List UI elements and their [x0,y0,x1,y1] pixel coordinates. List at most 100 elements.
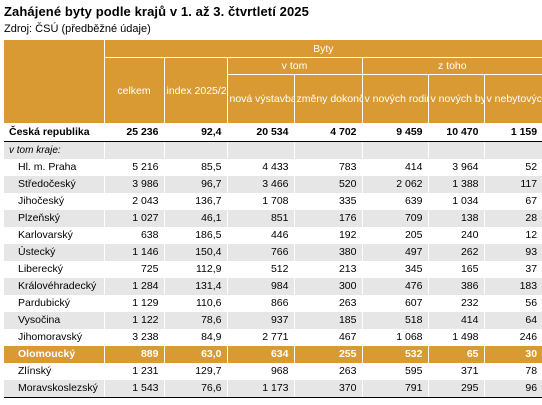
cell-value: 2 062 [361,176,428,193]
cell-value: 791 [361,380,428,398]
subheader-empty-cell [361,141,428,159]
cell-value: 76,6 [163,380,227,398]
cell-value: 78,6 [163,312,227,329]
cell-value: 4 433 [226,159,294,176]
header-nova-vystavba: nová výstavba [227,74,295,124]
cell-value: 2 771 [226,329,294,346]
cell-value: 63,0 [163,346,227,363]
cell-value: 1 034 [427,193,484,210]
header-zmeny: změny dokončených staveb [294,74,363,124]
row-label: Karlovarský [4,227,104,244]
cell-value: 476 [361,278,428,295]
subheader-label: v tom kraje: [4,141,104,159]
cell-value: 1 027 [103,210,164,227]
cell-value: 607 [361,295,428,312]
cell-value: 246 [483,329,542,346]
cell-value: 851 [226,210,294,227]
cell-value: 112,9 [163,261,227,278]
cell-value: 1 122 [103,312,164,329]
cell-value: 67 [483,193,542,210]
cell-value: 9 459 [361,123,428,142]
cell-value: 5 216 [103,159,164,176]
cell-value: 12 [483,227,542,244]
cell-value: 138 [427,210,484,227]
header-v-novych-bytovych: v nových bytových domech [428,74,485,124]
header-v-nebytovych: v nebytových budovách [484,74,542,124]
cell-value: 497 [361,244,428,261]
table-row: Olomoucký 889 63,0 634 255 532 65 30 [4,346,542,363]
cell-value: 937 [226,312,294,329]
cell-value: 1 173 [226,380,294,398]
cell-value: 520 [293,176,362,193]
cell-value: 638 [103,227,164,244]
cell-value: 176 [293,210,362,227]
cell-value: 192 [293,227,362,244]
cell-value: 512 [226,261,294,278]
row-label: Liberecký [4,261,104,278]
cell-value: 1 388 [427,176,484,193]
row-label: Zlínský [4,363,104,380]
subheader-empty-cell [163,141,227,159]
cell-value: 1 231 [103,363,164,380]
cell-value: 1 543 [103,380,164,398]
cell-value: 295 [427,380,484,398]
cell-value: 3 986 [103,176,164,193]
cell-value: 889 [103,346,164,363]
row-label: Česká republika [4,123,104,142]
cell-value: 20 534 [226,123,294,142]
row-label: Olomoucký [4,346,104,363]
row-label: Ústecký [4,244,104,261]
table-row: Středočeský 3 986 96,7 3 466 520 2 062 1 388 11… [4,176,542,193]
cell-value: 4 702 [293,123,362,142]
cell-value: 64 [483,312,542,329]
cell-value: 213 [293,261,362,278]
cell-value: 150,4 [163,244,227,261]
cell-value: 532 [361,346,428,363]
cell-value: 1 068 [361,329,428,346]
cell-value: 205 [361,227,428,244]
row-label: Jihočeský [4,193,104,210]
cell-value: 518 [361,312,428,329]
cell-value: 232 [427,295,484,312]
cell-value: 984 [226,278,294,295]
cell-value: 165 [427,261,484,278]
table-body: Česká republika 25 236 92,4 20 534 4 702 9 45… [4,123,542,398]
cell-value: 96,7 [163,176,227,193]
cell-value: 96 [483,380,542,398]
cell-value: 414 [427,312,484,329]
cell-value: 866 [226,295,294,312]
header-v-tom: v tom [227,57,363,75]
subheader-empty-cell [103,141,164,159]
cell-value: 345 [361,261,428,278]
row-label: Hl. m. Praha [4,159,104,176]
header-index: index 2025/2024 [164,57,228,124]
table-row: Pardubický 1 129 110,6 866 263 607 232 56 [4,295,542,312]
cell-value: 25 236 [103,123,164,142]
table-row: Hl. m. Praha 5 216 85,5 4 433 783 414 3 964 52 [4,159,542,176]
cell-value: 783 [293,159,362,176]
row-label: Středočeský [4,176,104,193]
table-row: Vysočina 1 122 78,6 937 185 518 414 64 [4,312,542,329]
subheader-empty-cell [427,141,484,159]
corner-cell [4,40,105,124]
cell-value: 93 [483,244,542,261]
row-label: Moravskoslezský [4,380,104,398]
cell-value: 10 470 [427,123,484,142]
cell-value: 110,6 [163,295,227,312]
subheader-row: v tom kraje: [4,141,542,159]
cell-value: 65 [427,346,484,363]
source-note: Zdroj: ČSÚ (předběžné údaje) [4,23,151,35]
table-row: Liberecký 725 112,9 512 213 345 165 37 [4,261,542,278]
table-row: Zlínský 1 231 129,7 968 263 595 371 78 [4,363,542,380]
subheader-empty-cell [293,141,362,159]
cell-value: 968 [226,363,294,380]
cell-value: 414 [361,159,428,176]
cell-value: 52 [483,159,542,176]
row-label: Pardubický [4,295,104,312]
cell-value: 634 [226,346,294,363]
cell-value: 1 129 [103,295,164,312]
cell-value: 263 [293,363,362,380]
cell-value: 255 [293,346,362,363]
header-v-novych-rodinnych: v nových rodinných domech [362,74,429,124]
cell-value: 300 [293,278,362,295]
